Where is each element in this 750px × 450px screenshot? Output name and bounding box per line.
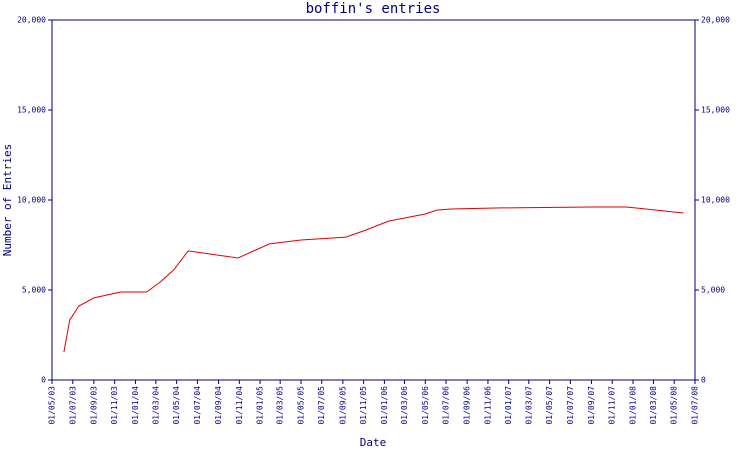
x-tick-label: 01/05/06 [421, 386, 430, 425]
x-tick-label: 01/09/04 [214, 386, 223, 425]
y-tick-label: 0 [41, 376, 46, 385]
x-tick-label: 01/01/08 [629, 386, 638, 425]
x-tick-label: 01/03/05 [276, 386, 285, 425]
y-tick-label: 10,000 [17, 196, 46, 205]
x-tick-label: 01/07/07 [566, 386, 575, 425]
x-tick-label: 01/09/07 [587, 386, 596, 425]
y2-tick-label: 10,000 [701, 196, 730, 205]
x-tick-label: 01/03/07 [524, 386, 533, 425]
x-tick-label: 01/07/03 [68, 386, 77, 425]
x-tick-label: 01/11/05 [359, 386, 368, 425]
x-tick-label: 01/05/03 [48, 386, 57, 425]
y-axis-label: Number of Entries [1, 144, 14, 257]
x-tick-label: 01/05/07 [545, 386, 554, 425]
y-tick-label: 5,000 [22, 286, 46, 295]
x-tick-label: 01/09/03 [89, 386, 98, 425]
data-line [63, 206, 684, 353]
x-tick-label: 01/01/07 [504, 386, 513, 425]
y-tick-label: 15,000 [17, 106, 46, 115]
x-tick-label: 01/01/06 [380, 386, 389, 425]
x-tick-label: 01/11/07 [608, 386, 617, 425]
x-tick-label: 01/05/08 [670, 386, 679, 425]
x-tick-label: 01/07/04 [193, 386, 202, 425]
x-tick-label: 01/01/04 [131, 386, 140, 425]
x-tick-label: 01/11/06 [483, 386, 492, 425]
x-tick-label: 01/03/06 [400, 386, 409, 425]
x-tick-label: 01/07/08 [691, 386, 700, 425]
y2-tick-label: 20,000 [701, 16, 730, 25]
x-tick-label: 01/07/05 [317, 386, 326, 425]
y2-tick-label: 5,000 [701, 286, 725, 295]
x-tick-label: 01/07/06 [442, 386, 451, 425]
x-tick-label: 01/09/05 [338, 386, 347, 425]
y-tick-label: 20,000 [17, 16, 46, 25]
x-tick-label: 01/05/05 [296, 386, 305, 425]
x-tick-label: 01/11/03 [110, 386, 119, 425]
x-axis-label: Date [360, 436, 387, 449]
y2-tick-label: 15,000 [701, 106, 730, 115]
y2-tick-label: 0 [701, 376, 706, 385]
x-tick-label: 01/03/04 [151, 386, 160, 425]
plot-frame [51, 19, 696, 381]
x-tick-label: 01/03/08 [649, 386, 658, 425]
x-tick-label: 01/09/06 [463, 386, 472, 425]
x-tick-label: 01/05/04 [172, 386, 181, 425]
chart-title: boffin's entries [306, 1, 441, 17]
x-tick-label: 01/01/05 [256, 386, 265, 425]
x-tick-label: 01/11/04 [235, 386, 244, 425]
